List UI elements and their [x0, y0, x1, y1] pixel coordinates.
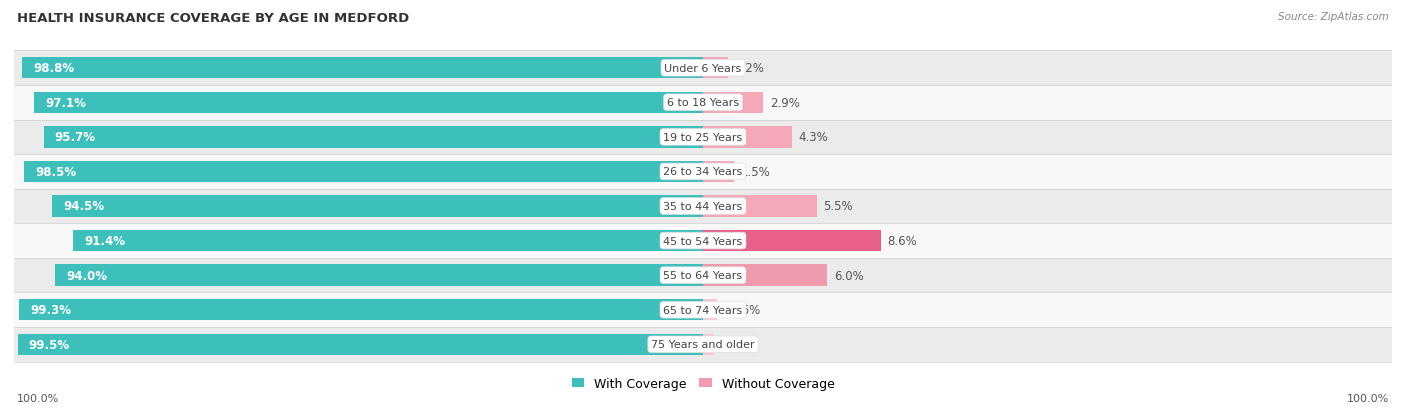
Text: 0.53%: 0.53% — [721, 338, 758, 351]
Bar — [703, 265, 827, 286]
Text: 97.1%: 97.1% — [45, 97, 86, 109]
Text: 5.5%: 5.5% — [824, 200, 853, 213]
Bar — [703, 127, 792, 148]
Text: 99.3%: 99.3% — [30, 304, 70, 316]
Legend: With Coverage, Without Coverage: With Coverage, Without Coverage — [567, 372, 839, 395]
Bar — [703, 93, 763, 114]
Bar — [14, 224, 1392, 258]
Bar — [17, 334, 703, 355]
Text: 1.2%: 1.2% — [735, 62, 765, 75]
Text: 35 to 44 Years: 35 to 44 Years — [664, 202, 742, 211]
Text: HEALTH INSURANCE COVERAGE BY AGE IN MEDFORD: HEALTH INSURANCE COVERAGE BY AGE IN MEDF… — [17, 12, 409, 25]
Text: 0.66%: 0.66% — [724, 304, 761, 316]
Bar — [24, 161, 703, 183]
Bar — [14, 155, 1392, 189]
Text: 1.5%: 1.5% — [741, 166, 770, 178]
Text: 6 to 18 Years: 6 to 18 Years — [666, 98, 740, 108]
Text: 99.5%: 99.5% — [28, 338, 70, 351]
Text: 94.5%: 94.5% — [63, 200, 104, 213]
Text: 100.0%: 100.0% — [17, 393, 59, 403]
Text: 6.0%: 6.0% — [834, 269, 863, 282]
Text: 75 Years and older: 75 Years and older — [651, 339, 755, 349]
Text: 100.0%: 100.0% — [1347, 393, 1389, 403]
Bar — [703, 161, 734, 183]
Bar — [34, 93, 703, 114]
Text: 45 to 54 Years: 45 to 54 Years — [664, 236, 742, 246]
Text: 26 to 34 Years: 26 to 34 Years — [664, 167, 742, 177]
Text: 55 to 64 Years: 55 to 64 Years — [664, 271, 742, 280]
Text: 19 to 25 Years: 19 to 25 Years — [664, 133, 742, 142]
Bar — [703, 334, 714, 355]
Bar — [703, 230, 880, 252]
Bar — [44, 127, 703, 148]
Bar — [73, 230, 703, 252]
Text: 4.3%: 4.3% — [799, 131, 828, 144]
Bar — [703, 58, 728, 79]
Bar — [18, 299, 703, 320]
Text: 2.9%: 2.9% — [770, 97, 800, 109]
Text: 91.4%: 91.4% — [84, 235, 125, 247]
Bar — [22, 58, 703, 79]
Bar — [703, 299, 717, 320]
Bar — [703, 196, 817, 217]
Text: 98.8%: 98.8% — [34, 62, 75, 75]
Text: Source: ZipAtlas.com: Source: ZipAtlas.com — [1278, 12, 1389, 22]
Bar — [14, 86, 1392, 120]
Bar — [52, 196, 703, 217]
Bar — [14, 258, 1392, 293]
Bar — [14, 293, 1392, 327]
Bar — [14, 120, 1392, 155]
Bar — [14, 189, 1392, 224]
Bar — [55, 265, 703, 286]
Bar — [14, 327, 1392, 362]
Text: 65 to 74 Years: 65 to 74 Years — [664, 305, 742, 315]
Text: 95.7%: 95.7% — [55, 131, 96, 144]
Text: 94.0%: 94.0% — [66, 269, 107, 282]
Bar — [14, 51, 1392, 86]
Text: Under 6 Years: Under 6 Years — [665, 64, 741, 74]
Text: 8.6%: 8.6% — [887, 235, 917, 247]
Text: 98.5%: 98.5% — [35, 166, 76, 178]
